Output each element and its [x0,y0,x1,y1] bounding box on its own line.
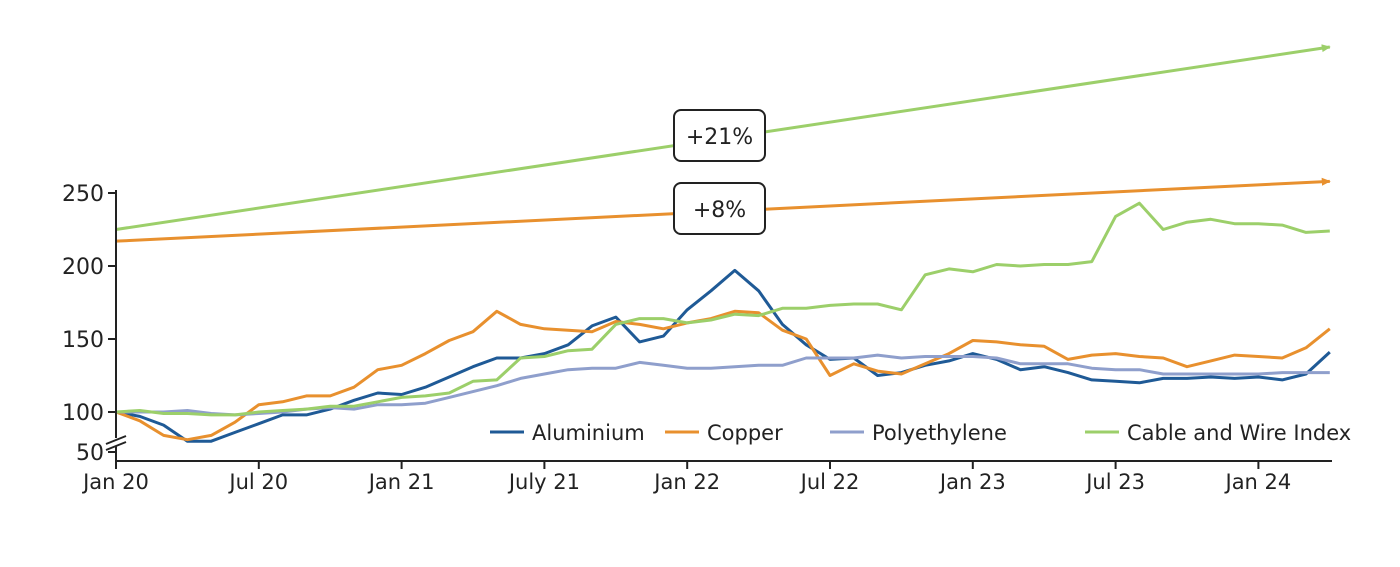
y-tick-label: 250 [62,182,104,207]
legend: Aluminium Copper Polyethylene Cable and Wir… [470,411,1351,451]
x-tick-label: Jan 20 [81,470,149,494]
x-tick-label: Jul 22 [799,470,860,494]
legend-label: Copper [707,421,783,445]
trend-annotation-box [673,109,766,162]
x-tick-label: Jan 22 [652,470,720,494]
series-line-aluminium [115,268,1331,443]
series-line-copper [115,309,1331,442]
axis-break-icon [105,435,127,451]
y-tick-label: 150 [62,328,104,353]
x-tick-label: Jan 24 [1224,470,1292,494]
x-tick-label: Jan 23 [938,470,1006,494]
y-tick-label: 50 [76,441,104,466]
legend-background [470,411,1336,451]
x-tick-label: Jul 23 [1084,470,1145,494]
trend-annotation-label: +8% [693,198,746,223]
series-line-polyethylene [116,353,1330,417]
x-tick-label: July 21 [507,470,580,494]
y-tick-label: 200 [62,255,104,280]
legend-label: Aluminium [532,421,645,445]
legend-label: Cable and Wire Index [1127,421,1351,445]
axis-break-gap [108,438,124,446]
trend-annotation-label: +21% [686,125,753,150]
legend-label: Polyethylene [872,421,1007,445]
x-tick-label: Jan 21 [367,470,435,494]
x-tick-label: Jul 20 [227,470,288,494]
y-tick-label: 100 [62,401,104,426]
series-line-cable-and-wire-index [115,201,1330,417]
trend-annotation-box [673,182,766,235]
